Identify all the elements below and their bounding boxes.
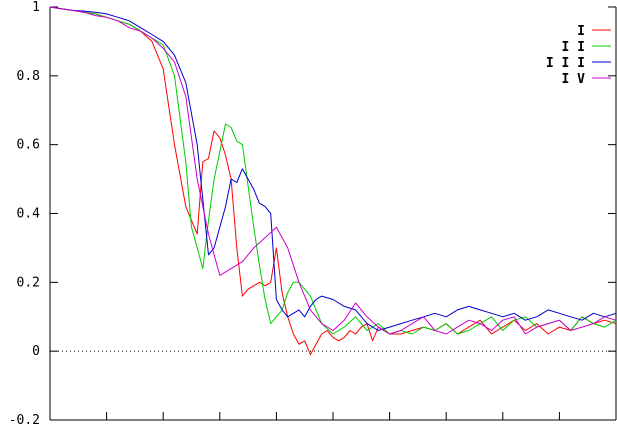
legend: II II I II V (546, 24, 611, 87)
series-line-iii (49, 6, 617, 331)
series-line-i (49, 6, 617, 356)
y-tick-label: 0.2 (17, 275, 40, 290)
y-axis-ticks: -0.2 0 0.2 0.4 0.6 0.8 1 (9, 0, 616, 428)
y-tick-label: 0.8 (17, 69, 40, 84)
plot-axes (49, 7, 617, 421)
legend-label-iii: I I I (546, 56, 585, 71)
y-tick-label: 0.4 (17, 207, 41, 222)
y-tick-label: 1 (32, 0, 40, 15)
series-line-ii (49, 6, 617, 335)
legend-label-i: I (577, 24, 585, 39)
legend-label-ii: I I (562, 40, 585, 55)
y-tick-label: 0 (32, 344, 40, 359)
series-layer (49, 6, 617, 356)
x-axis-ticks (49, 412, 617, 420)
series-line-iv (49, 6, 617, 335)
legend-label-iv: I V (562, 72, 586, 87)
y-tick-label: 0.6 (17, 138, 40, 153)
y-tick-label: -0.2 (9, 413, 40, 428)
